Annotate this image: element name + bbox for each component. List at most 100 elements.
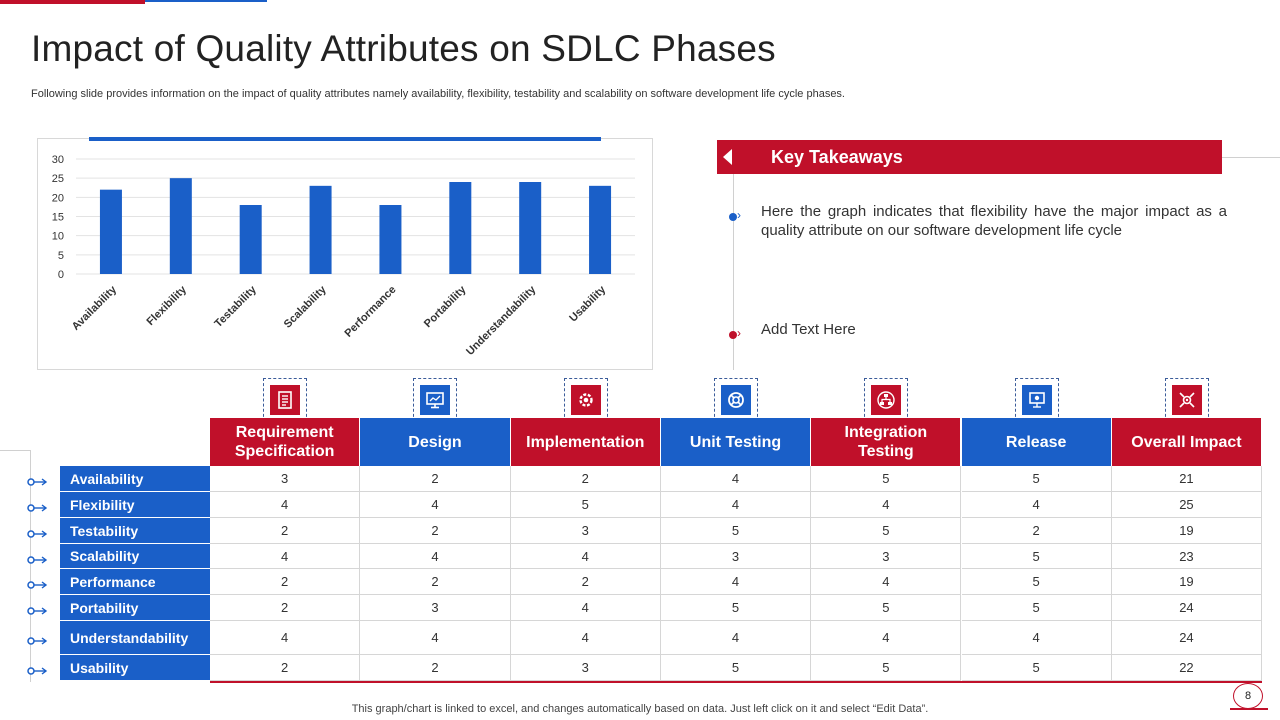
chevron-right-icon: ›: [737, 208, 741, 222]
table-cell: 4: [961, 492, 1112, 518]
table-cell: 24: [1111, 595, 1263, 621]
bar-scalability[interactable]: [309, 185, 332, 274]
table-cell: 21: [1111, 466, 1263, 492]
bar-testability[interactable]: [239, 205, 262, 274]
document-icon: [270, 385, 301, 415]
table-cell: 5: [660, 518, 812, 544]
table-cell: 4: [210, 544, 361, 569]
table-cell: 2: [210, 518, 361, 544]
bar-performance[interactable]: [379, 205, 402, 274]
table-cell: 4: [811, 621, 962, 655]
table-cell: 4: [660, 492, 812, 518]
x-tick-label: Portability: [422, 283, 469, 330]
row-header: Portability: [60, 595, 210, 621]
table-cell: 24: [1111, 621, 1263, 655]
bar-chart[interactable]: 0 5 10 15 20 25 30 Availability Flexibility Testa…: [37, 138, 653, 370]
chart-top-accent: [89, 137, 601, 141]
x-tick-label: Testability: [212, 283, 259, 330]
table-cell: 4: [510, 621, 661, 655]
x-tick-label: Usability: [567, 283, 609, 325]
table-cell: 2: [210, 655, 361, 681]
table-cell: 5: [961, 544, 1112, 569]
gear-icon: [570, 385, 601, 415]
bar-usability[interactable]: [589, 185, 612, 274]
table-cell: 19: [1111, 569, 1263, 595]
row-header: Availability: [60, 466, 210, 492]
row-header: Flexibility: [60, 492, 210, 518]
table-cell: 4: [510, 595, 661, 621]
phase-icon-frame: [263, 378, 308, 422]
column-header: Release: [961, 418, 1112, 466]
y-tick-label: 0: [58, 269, 64, 281]
table-cell: 4: [360, 492, 511, 518]
table-cell: 2: [210, 595, 361, 621]
bullet-dot-icon: [729, 331, 737, 339]
top-accent-red: [0, 0, 145, 4]
takeaway-text: Add Text Here: [761, 321, 856, 338]
column-header: Overall Impact: [1111, 418, 1263, 466]
chevron-right-icon: ›: [737, 326, 741, 340]
column-header: Requirement Specification: [210, 418, 361, 466]
key-takeaways-title: Key Takeaways: [771, 147, 903, 167]
phase-icon-frame: [1014, 378, 1059, 422]
bar-portability[interactable]: [449, 182, 472, 274]
page-number: 8: [1233, 683, 1263, 709]
table-cell: 5: [811, 518, 962, 544]
row-connector-icon: [26, 526, 60, 538]
table-cell: 2: [360, 655, 511, 681]
table-cell: 4: [360, 544, 511, 569]
key-takeaways-header: Key Takeaways: [717, 140, 1222, 174]
y-tick-label: 5: [58, 250, 64, 262]
table-cell: 4: [210, 492, 361, 518]
phase-icon-frame: [714, 378, 759, 422]
table-cell: 2: [510, 466, 661, 492]
table-bottom-accent: [210, 681, 1262, 683]
row-connector-icon: [26, 663, 60, 675]
monitor-icon: [420, 385, 451, 415]
phase-icon-frame: [864, 378, 909, 422]
table-cell: 3: [360, 595, 511, 621]
table-cell: 2: [360, 466, 511, 492]
row-connector-icon: [26, 552, 60, 564]
page-number-underline: [1230, 708, 1268, 710]
y-tick-label: 15: [52, 212, 64, 224]
target-icon: [1171, 385, 1202, 415]
bar-chart-svg: 0 5 10 15 20 25 30 Availability Flexibility Testa…: [52, 154, 635, 358]
caret-left-icon: [723, 149, 732, 165]
table-cell: 25: [1111, 492, 1263, 518]
row-connector-spine: [30, 450, 31, 682]
table-cell: 2: [961, 518, 1112, 544]
takeaways-timeline: [733, 174, 734, 370]
column-header: Design: [360, 418, 511, 466]
top-accent-blue: [145, 0, 267, 2]
y-tick-label: 10: [52, 231, 64, 243]
table-cell: 5: [660, 595, 812, 621]
row-header: Scalability: [60, 544, 210, 569]
bar-understandability[interactable]: [519, 182, 542, 274]
bar-flexibility[interactable]: [169, 178, 192, 274]
table-cell: 4: [961, 621, 1112, 655]
table-cell: 5: [961, 655, 1112, 681]
table-cell: 4: [811, 569, 962, 595]
column-header: Unit Testing: [660, 418, 812, 466]
row-connector-icon: [26, 500, 60, 512]
table-cell: 19: [1111, 518, 1263, 544]
row-connector-icon: [26, 474, 60, 486]
phase-icon-frame: [563, 378, 608, 422]
table-cell: 4: [660, 621, 812, 655]
table-cell: 23: [1111, 544, 1263, 569]
bar-availability[interactable]: [99, 189, 122, 274]
table-cell: 3: [510, 655, 661, 681]
table-cell: 2: [210, 569, 361, 595]
table-cell: 3: [660, 544, 812, 569]
table-cell: 4: [210, 621, 361, 655]
table-cell: 4: [510, 544, 661, 569]
y-tick-label: 20: [52, 192, 64, 204]
bullet-dot-icon: [729, 213, 737, 221]
table-cell: 2: [360, 569, 511, 595]
lifebuoy-icon: [721, 385, 752, 415]
table-cell: 4: [660, 466, 812, 492]
row-header: Usability: [60, 655, 210, 681]
page-title: Impact of Quality Attributes on SDLC Pha…: [31, 28, 776, 69]
footer-note: This graph/chart is linked to excel, and…: [351, 703, 929, 715]
